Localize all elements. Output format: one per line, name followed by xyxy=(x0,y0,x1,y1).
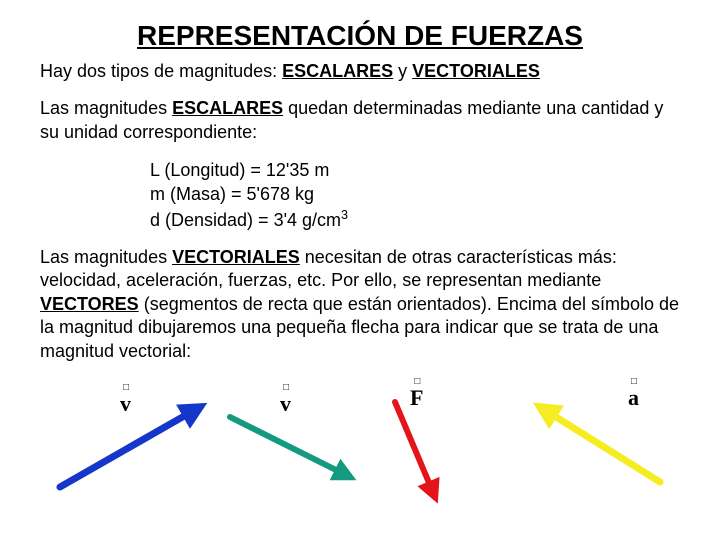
p1-a: Hay dos tipos de magnitudes: xyxy=(40,61,282,81)
example-masa: m (Masa) = 5'678 kg xyxy=(150,182,680,206)
label-v2-text: v xyxy=(280,391,291,416)
p3-vectoriales: VECTORIALES xyxy=(172,247,300,267)
label-a-text: a xyxy=(628,385,639,410)
p3-a: Las magnitudes xyxy=(40,247,172,267)
p1-vectorial: VECTORIALES xyxy=(412,61,540,81)
examples-block: L (Longitud) = 12'35 m m (Masa) = 5'678 … xyxy=(150,158,680,232)
vector-label-v1: □ v xyxy=(120,385,131,417)
label-v1-text: v xyxy=(120,391,131,416)
page-title: REPRESENTACIÓN DE FUERZAS xyxy=(40,20,680,52)
vector-label-v2: □ v xyxy=(280,385,291,417)
p3-vectores: VECTORES xyxy=(40,294,139,314)
vector-paragraph: Las magnitudes VECTORIALES necesitan de … xyxy=(40,246,680,363)
p1-c: y xyxy=(393,61,412,81)
ex3-sup: 3 xyxy=(341,208,348,222)
scalar-paragraph: Las magnitudes ESCALARES quedan determin… xyxy=(40,97,680,144)
example-longitud: L (Longitud) = 12'35 m xyxy=(150,158,680,182)
intro-paragraph: Hay dos tipos de magnitudes: ESCALARES y… xyxy=(40,60,680,83)
p2-escalar: ESCALARES xyxy=(172,98,283,118)
ex3-a: d (Densidad) = 3'4 g/cm xyxy=(150,210,341,230)
label-f-text: F xyxy=(410,385,423,410)
p1-escalar: ESCALARES xyxy=(282,61,393,81)
p2-a: Las magnitudes xyxy=(40,98,172,118)
vectors-illustration: □ v □ v □ F □ a xyxy=(40,377,680,507)
example-densidad: d (Densidad) = 3'4 g/cm3 xyxy=(150,207,680,232)
arrows-svg xyxy=(40,377,680,507)
vector-label-f: □ F xyxy=(410,379,423,411)
vector-label-a: □ a xyxy=(628,379,639,411)
